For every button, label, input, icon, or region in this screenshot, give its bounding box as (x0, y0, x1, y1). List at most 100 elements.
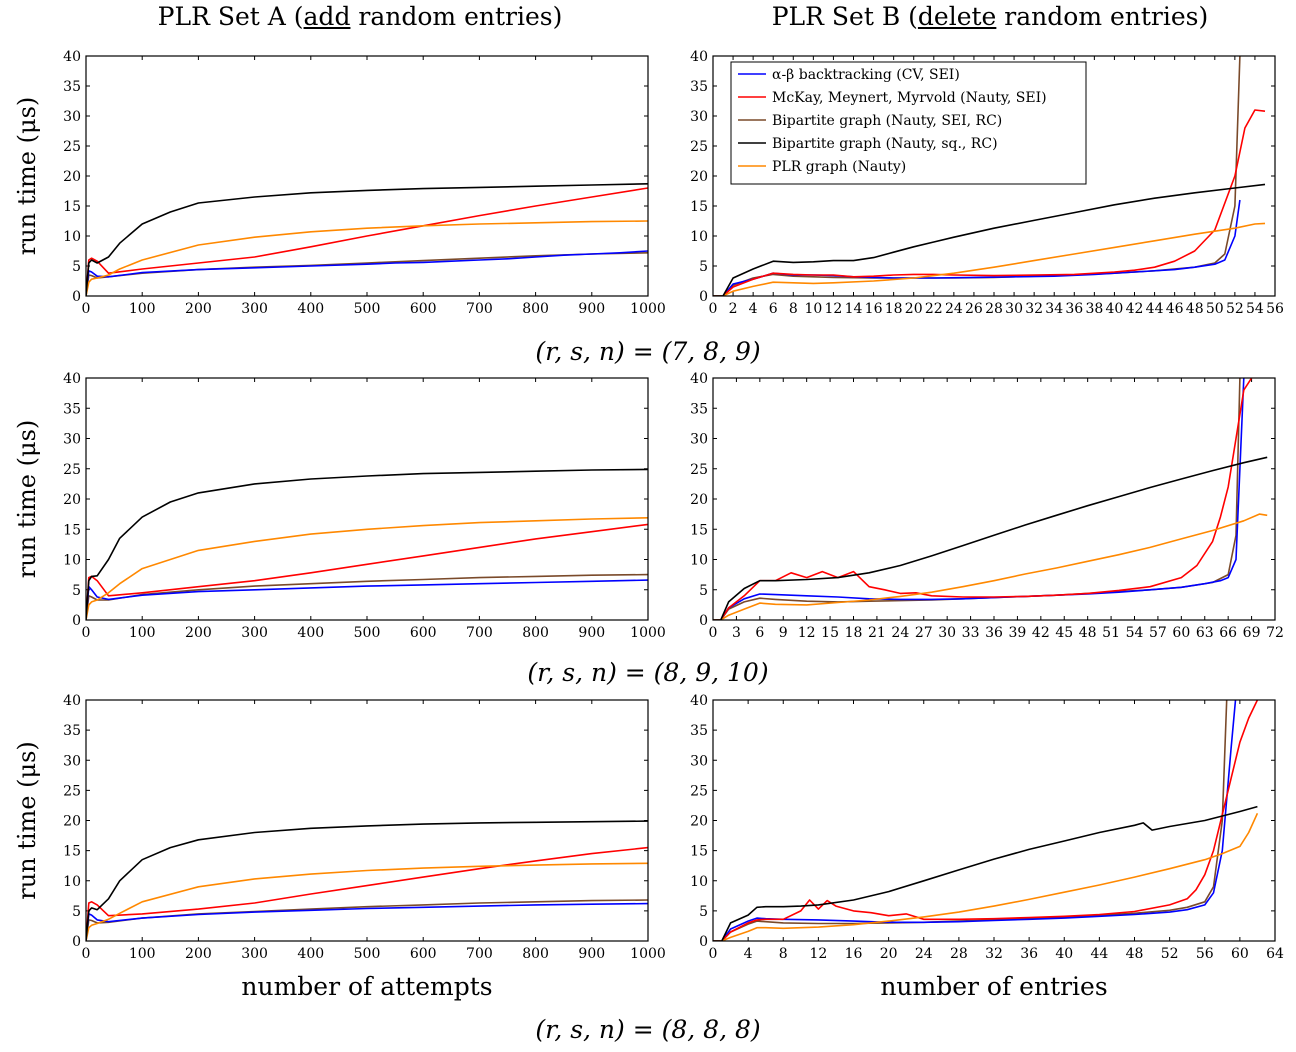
legend-box (730, 61, 1087, 185)
x-tick-label: 36 (985, 625, 1003, 641)
y-tick-label: 0 (72, 934, 81, 950)
x-tick-label: 28 (950, 946, 968, 962)
y-tick-label: 15 (690, 522, 708, 538)
x-axis-label-right: number of entries (880, 972, 1107, 1001)
series-line-mck (86, 846, 648, 941)
x-tick-label: 900 (578, 625, 605, 641)
x-tick-label: 21 (868, 625, 886, 641)
x-tick-label: 0 (709, 946, 718, 962)
x-tick-label: 500 (354, 625, 381, 641)
y-tick-label: 5 (699, 904, 708, 920)
y-tick-label: 10 (690, 553, 708, 569)
y-tick-label: 35 (690, 401, 708, 417)
y-tick-label: 10 (690, 229, 708, 245)
x-tick-label: 40 (1055, 946, 1073, 962)
y-tick-label: 25 (690, 462, 708, 478)
plot-frame (712, 377, 1276, 621)
x-tick-label: 6 (755, 625, 764, 641)
x-tick-label: 300 (241, 301, 268, 317)
x-tick-label: 9 (779, 625, 788, 641)
x-tick-label: 22 (925, 301, 943, 317)
x-tick-label: 12 (825, 301, 843, 317)
x-tick-label: 72 (1266, 625, 1284, 641)
x-tick-label: 33 (962, 625, 980, 641)
x-tick-label: 100 (129, 301, 156, 317)
y-tick-label: 15 (690, 844, 708, 860)
x-tick-label: 51 (1102, 625, 1120, 641)
series-line-bip_sq (86, 468, 648, 620)
x-tick-label: 66 (1219, 625, 1237, 641)
series-line-bip_sei (86, 252, 648, 296)
x-tick-label: 27 (915, 625, 933, 641)
legend-label-plr: PLR graph (Nauty) (772, 159, 906, 175)
x-tick-label: 24 (945, 301, 963, 317)
x-tick-label: 14 (845, 301, 863, 317)
series-line-ab (713, 378, 1245, 620)
series-line-plr (713, 812, 1259, 941)
column-title-b-suffix: random entries) (996, 2, 1209, 31)
y-axis-label: run time (μs) (13, 420, 41, 579)
series-line-bip_sq (713, 183, 1266, 296)
series-line-bip_sq (86, 183, 648, 296)
x-tick-label: 0 (82, 946, 91, 962)
y-tick-label: 40 (690, 693, 708, 709)
y-tick-label: 0 (699, 934, 708, 950)
x-tick-label: 54 (1246, 301, 1264, 317)
series-line-mck (86, 523, 648, 620)
x-tick-label: 900 (578, 301, 605, 317)
y-tick-label: 0 (72, 289, 81, 305)
x-tick-label: 10 (804, 301, 822, 317)
series-line-ab (86, 250, 648, 296)
x-tick-label: 12 (798, 625, 816, 641)
x-tick-label: 1000 (630, 301, 666, 317)
chart-panel-a2: 0 100 200 300 400 500 600 700 800 900 1000 0 5 10 15 20… (13, 371, 666, 641)
series-line-plr (713, 222, 1266, 296)
y-tick-label: 35 (63, 79, 81, 95)
chart-panel-a3: 0 100 200 300 400 500 600 700 800 900 1000 0 5 10 15 20… (13, 693, 666, 962)
x-tick-label: 4 (749, 301, 758, 317)
series-line-plr (86, 517, 648, 620)
y-tick-label: 30 (63, 753, 81, 769)
y-tick-label: 5 (72, 259, 81, 275)
x-tick-label: 800 (522, 301, 549, 317)
series-line-mck (86, 187, 648, 296)
x-tick-label: 900 (578, 946, 605, 962)
x-axis-label-left: number of attempts (241, 972, 492, 1001)
x-tick-label: 56 (1196, 946, 1214, 962)
x-tick-label: 63 (1196, 625, 1214, 641)
y-tick-label: 0 (699, 613, 708, 629)
x-tick-label: 28 (985, 301, 1003, 317)
x-tick-label: 30 (1005, 301, 1023, 317)
plot-frame (85, 699, 649, 942)
x-tick-label: 4 (744, 946, 753, 962)
y-tick-label: 40 (690, 371, 708, 387)
x-tick-label: 18 (885, 301, 903, 317)
y-tick-label: 25 (690, 783, 708, 799)
x-tick-label: 8 (789, 301, 798, 317)
y-tick-label: 25 (63, 783, 81, 799)
x-tick-label: 16 (865, 301, 883, 317)
x-tick-label: 64 (1266, 946, 1284, 962)
x-tick-label: 8 (779, 946, 788, 962)
plot-frame (85, 55, 649, 297)
x-tick-label: 600 (410, 625, 437, 641)
y-tick-label: 10 (63, 229, 81, 245)
x-tick-label: 500 (354, 301, 381, 317)
plot-frame (85, 377, 649, 621)
y-tick-label: 40 (63, 371, 81, 387)
y-tick-label: 5 (699, 583, 708, 599)
x-tick-label: 54 (1126, 625, 1144, 641)
y-tick-label: 30 (690, 432, 708, 448)
y-tick-label: 25 (690, 139, 708, 155)
y-tick-label: 20 (690, 814, 708, 830)
y-tick-label: 15 (63, 199, 81, 215)
x-tick-label: 42 (1032, 625, 1050, 641)
x-tick-label: 38 (1085, 301, 1103, 317)
column-title-a-suffix: random entries) (350, 2, 563, 31)
series-line-bip_sq (713, 805, 1258, 941)
legend-label-mck: McKay, Meynert, Myrvold (Nauty, SEI) (772, 90, 1047, 106)
column-title-set-b: PLR Set B (delete random entries) (690, 2, 1290, 31)
y-axis-label: run time (μs) (13, 97, 41, 256)
x-tick-label: 56 (1266, 301, 1284, 317)
column-title-set-a: PLR Set A (add random entries) (60, 2, 660, 31)
